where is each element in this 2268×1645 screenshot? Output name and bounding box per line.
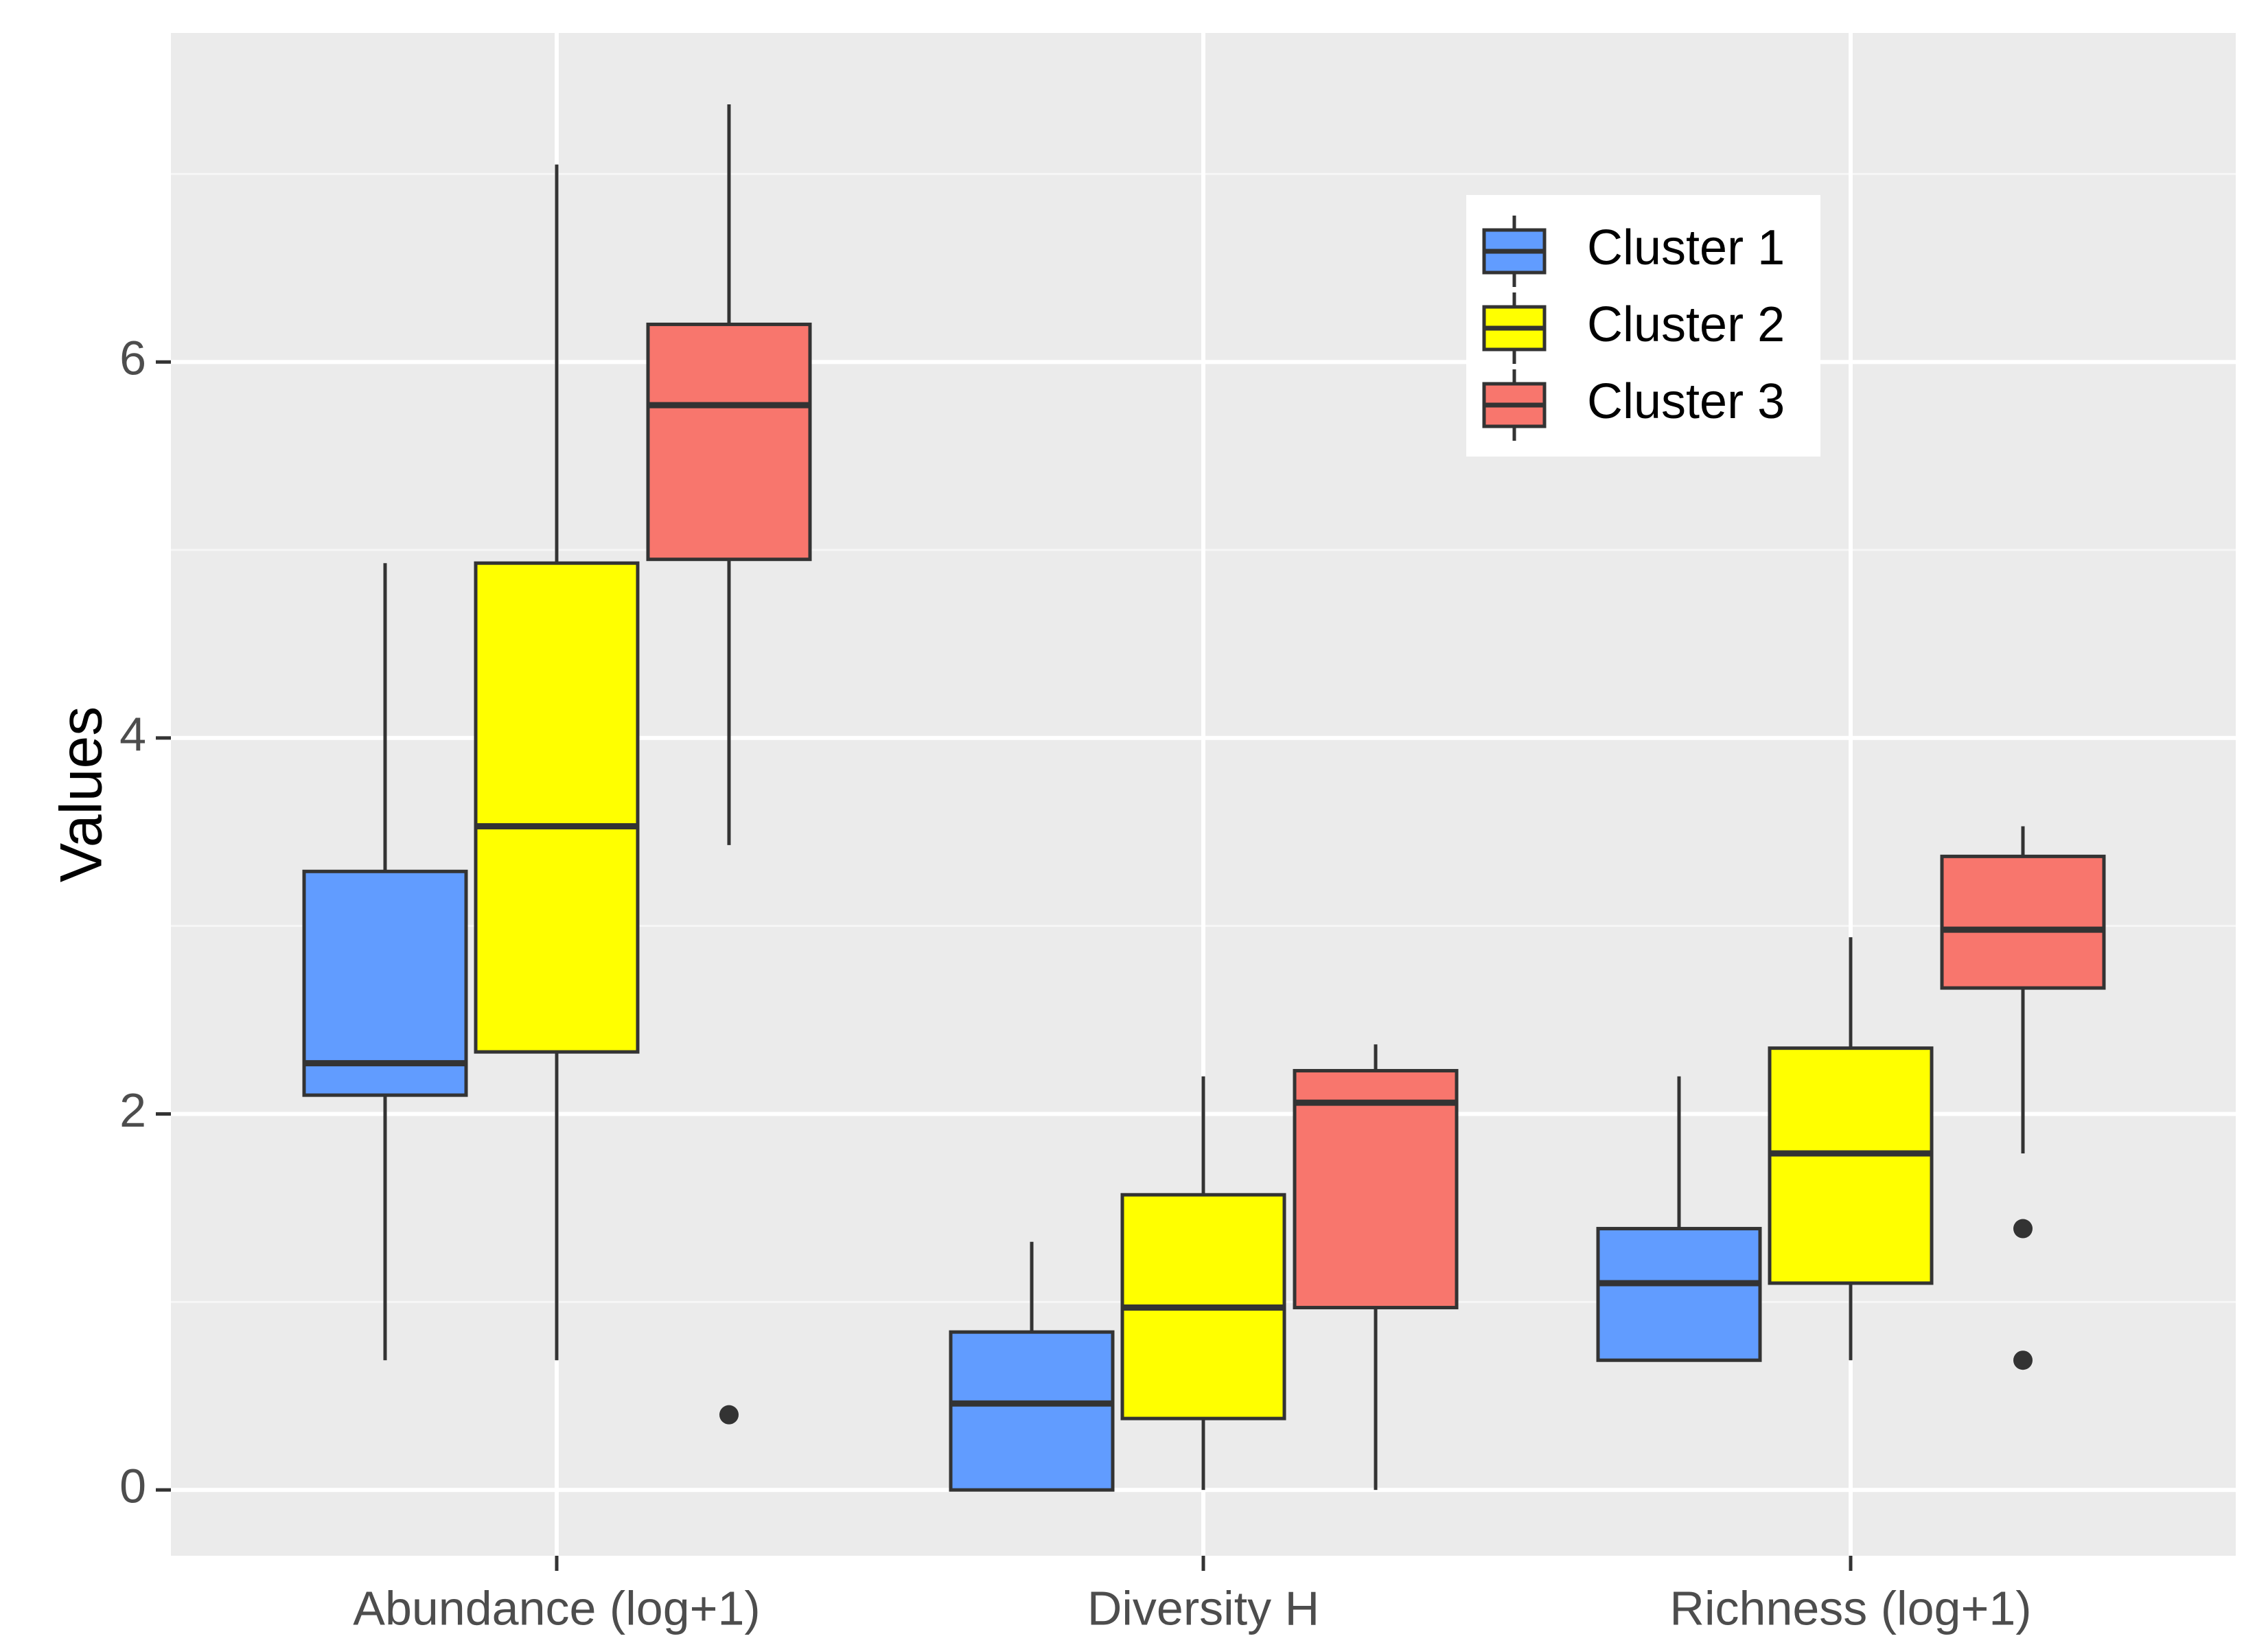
box-2-1 [474,164,640,1361]
outlier-point [2013,1219,2033,1239]
box-3-1 [646,104,812,1425]
box-3-2 [1293,1044,1459,1491]
legend-label: Cluster 2 [1587,297,1785,352]
legend-item-2: Cluster 2 [1482,292,1785,364]
outlier-point [2013,1350,2033,1370]
box-body [474,561,640,1054]
legend: Cluster 1 Cluster 2 Cluster 3 [1466,195,1820,457]
y-axis-title: Values [49,706,115,883]
y-tick-label: 4 [119,707,146,761]
box-2-3 [1768,937,1934,1361]
box-1-3 [1596,1076,1762,1362]
y-tick-label: 6 [119,332,146,385]
box-1-1 [302,563,468,1361]
outlier-point [719,1405,739,1425]
x-tick-label: Richness (log+1) [1669,1581,2031,1635]
legend-label: Cluster 1 [1587,220,1785,275]
x-tick-label: Abundance (log+1) [353,1581,761,1635]
legend-item-1: Cluster 1 [1482,216,1785,287]
box-body [1293,1069,1459,1310]
box-body [1596,1227,1762,1362]
x-tick-label: Diversity H [1087,1581,1319,1635]
box-3-3 [1940,826,2106,1370]
legend-item-3: Cluster 3 [1482,369,1785,441]
box-body [646,322,812,562]
box-body [949,1330,1115,1492]
box-body [1940,854,2106,990]
axes: 0 2 4 6 Abundance (log+1) Diversity H Richness… [119,332,2032,1635]
legend-label: Cluster 3 [1587,374,1785,429]
y-tick-label: 0 [119,1460,146,1513]
box-layer [302,104,2106,1492]
box-body [1768,1046,1934,1285]
y-tick-label: 2 [119,1083,146,1137]
box-1-2 [949,1241,1115,1492]
box-2-2 [1120,1076,1286,1491]
box-body [302,869,468,1097]
